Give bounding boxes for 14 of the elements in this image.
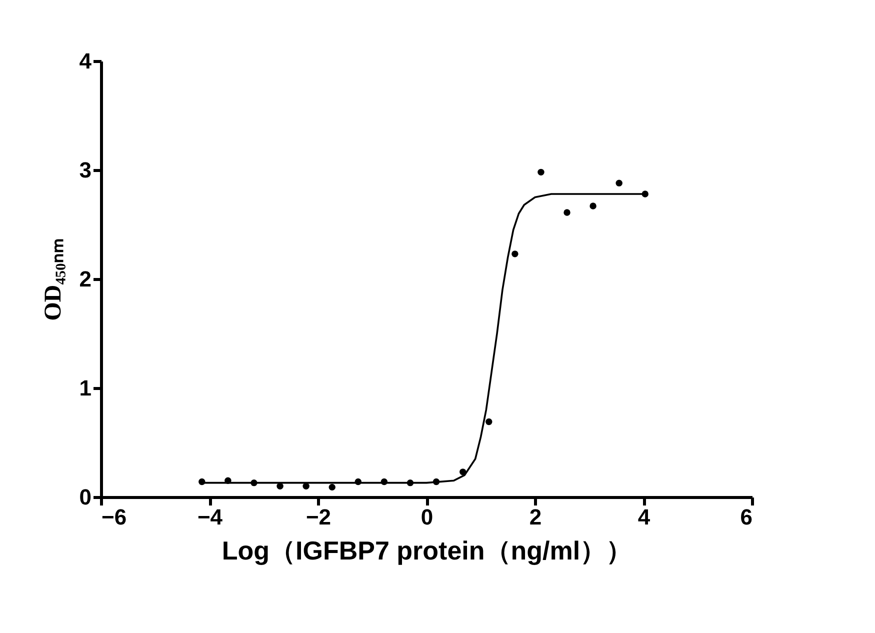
x-tick-label: −2: [306, 504, 332, 530]
x-tick-label: −4: [197, 504, 224, 530]
y-tick-label: 2: [79, 266, 92, 292]
x-axis-title: Log（IGFBP7 protein（ng/ml））: [222, 536, 632, 566]
y-tick-label: 1: [79, 376, 92, 400]
x-tick-label: 2: [529, 504, 542, 530]
y-tick-label: 3: [79, 158, 92, 182]
x-tick-label: 4: [638, 504, 651, 530]
y-axis-title: OD₄₅₀ₙₘ: [40, 238, 66, 321]
y-tick-label: 4: [79, 48, 92, 74]
y-tick-label: 0: [79, 484, 92, 510]
x-tick-label: 6: [740, 504, 752, 530]
x-tick-label: −6: [102, 504, 127, 530]
x-tick-label: 0: [420, 504, 434, 530]
